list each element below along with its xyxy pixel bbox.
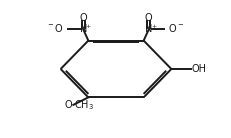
Text: O: O <box>144 13 152 22</box>
Text: O$^-$: O$^-$ <box>168 22 184 34</box>
Text: $^-$O: $^-$O <box>46 22 63 34</box>
Text: OH: OH <box>191 64 206 74</box>
Text: N: N <box>144 24 152 34</box>
Text: O: O <box>79 13 87 22</box>
Text: +: + <box>151 24 156 29</box>
Text: O: O <box>64 100 72 110</box>
Text: N: N <box>79 24 87 34</box>
Text: +: + <box>85 24 91 29</box>
Text: CH$_3$: CH$_3$ <box>74 98 94 112</box>
